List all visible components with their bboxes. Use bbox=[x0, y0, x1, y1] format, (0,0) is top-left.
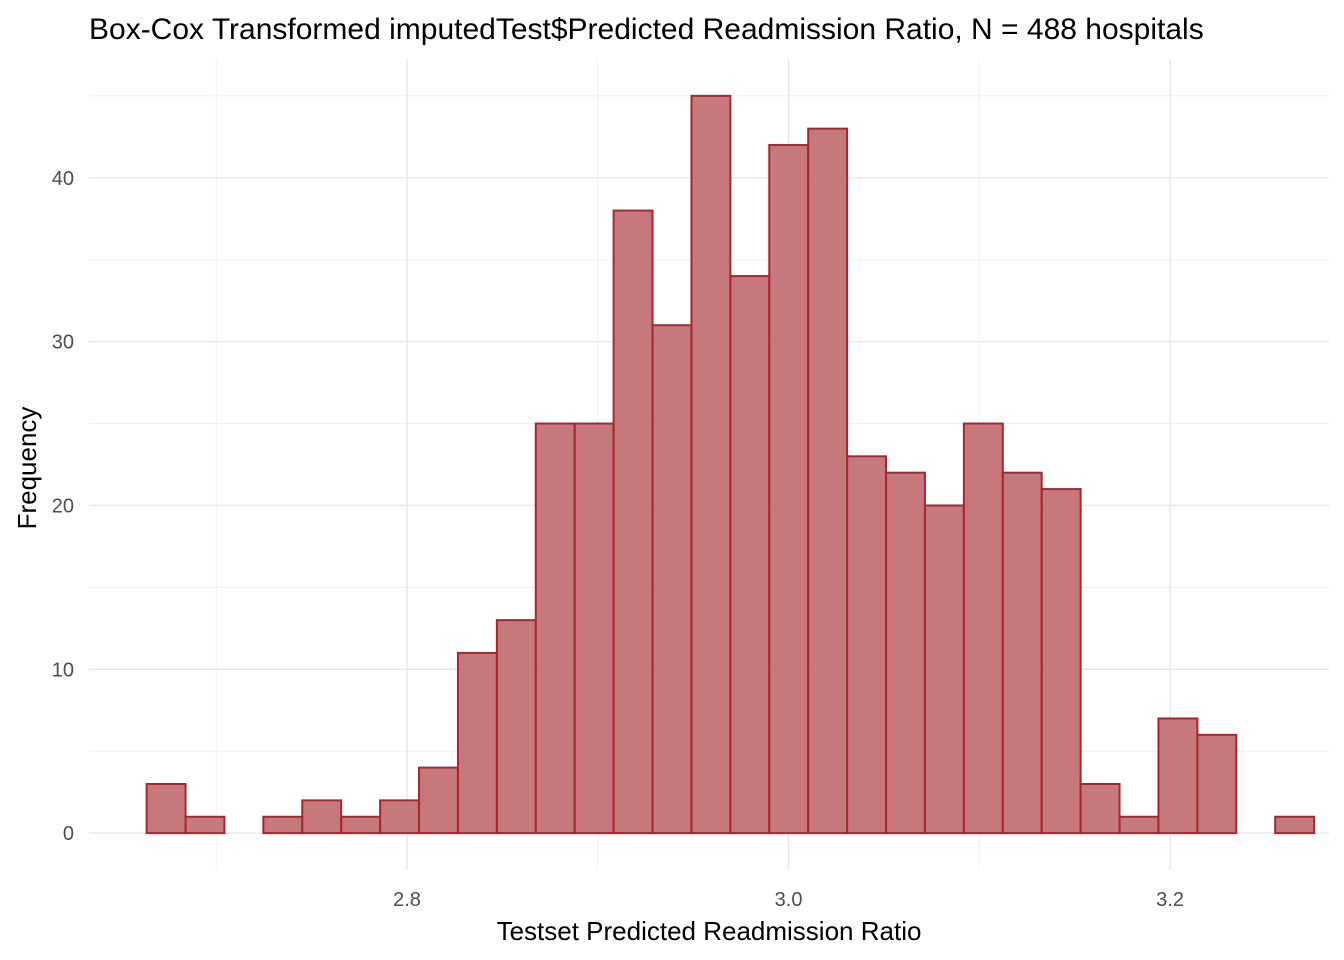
histogram-bar bbox=[923, 504, 965, 835]
histogram-bar bbox=[301, 799, 343, 835]
histogram-bar bbox=[1040, 488, 1082, 835]
x-axis-tick-labels: 2.8 3.0 3.2 bbox=[393, 889, 1184, 911]
y-tick-label: 0 bbox=[63, 823, 74, 845]
histogram-bar bbox=[1079, 782, 1121, 835]
y-tick-label: 20 bbox=[52, 495, 74, 517]
histogram-bar bbox=[184, 815, 226, 835]
histogram-bar bbox=[418, 766, 459, 835]
y-tick-label: 40 bbox=[52, 168, 74, 190]
y-tick-label: 30 bbox=[52, 332, 74, 354]
histogram-bar bbox=[573, 422, 615, 835]
x-axis-label: Testset Predicted Readmission Ratio bbox=[497, 916, 922, 946]
histogram-bar bbox=[885, 471, 926, 835]
y-axis-label: Frequency bbox=[12, 407, 42, 530]
histogram-bar bbox=[962, 422, 1004, 835]
histogram-bar bbox=[651, 324, 693, 835]
y-axis-tick-labels: 0 10 20 30 40 bbox=[52, 168, 74, 845]
x-tick-label: 3.0 bbox=[775, 889, 803, 911]
histogram-bars bbox=[145, 94, 1316, 835]
histogram-bar bbox=[846, 455, 888, 835]
histogram-bar bbox=[768, 144, 810, 835]
histogram-bar bbox=[379, 799, 421, 835]
x-tick-label: 3.2 bbox=[1156, 889, 1184, 911]
histogram-bar bbox=[807, 127, 849, 835]
histogram-bar bbox=[1274, 815, 1316, 835]
histogram-bar bbox=[690, 94, 732, 835]
histogram-bar bbox=[456, 651, 498, 835]
y-tick-label: 10 bbox=[52, 659, 74, 681]
histogram-bar bbox=[612, 209, 654, 835]
histogram-bar bbox=[1001, 471, 1043, 835]
histogram-bar bbox=[534, 422, 576, 835]
histogram-bar bbox=[262, 815, 304, 835]
chart-title: Box-Cox Transformed imputedTest$Predicte… bbox=[89, 13, 1204, 46]
histogram-bar bbox=[729, 275, 771, 835]
x-tick-label: 2.8 bbox=[393, 889, 421, 911]
histogram-bar bbox=[145, 782, 187, 835]
histogram-bar bbox=[1157, 717, 1199, 835]
histogram-bar bbox=[495, 619, 537, 835]
histogram-bar bbox=[340, 815, 382, 835]
histogram-bar bbox=[1118, 815, 1160, 835]
histogram-bar bbox=[1196, 733, 1238, 835]
